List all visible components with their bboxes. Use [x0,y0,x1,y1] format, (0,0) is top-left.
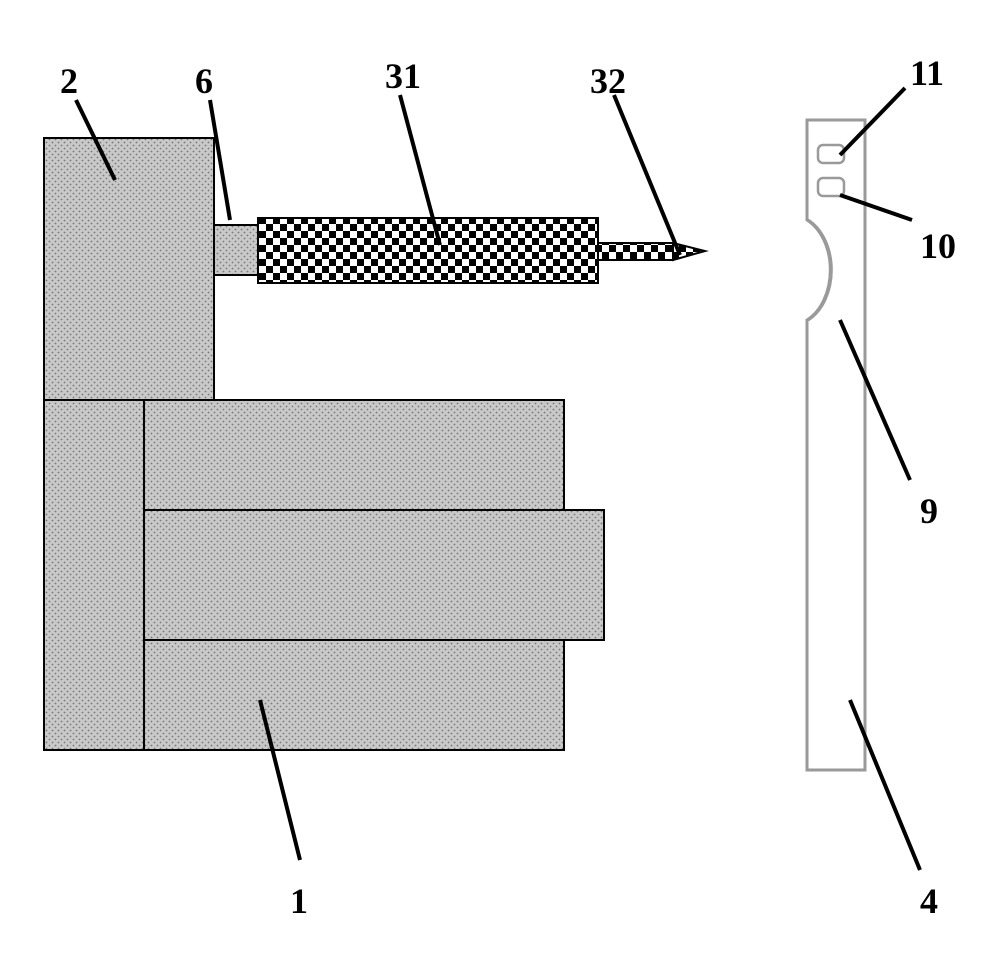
label-32: 32 [590,60,626,102]
label-11: 11 [910,52,944,94]
label-2: 2 [60,60,78,102]
label-6: 6 [195,60,213,102]
label-9: 9 [920,490,938,532]
plate-4 [807,120,865,770]
base-block-1 [44,400,604,750]
tool-body-31 [258,218,598,283]
diagram-canvas [0,0,1000,958]
label-31: 31 [385,55,421,97]
label-10: 10 [920,225,956,267]
label-1: 1 [290,880,308,922]
connector-6 [214,225,258,275]
label-4: 4 [920,880,938,922]
head-block-2 [44,138,214,400]
slot-10 [818,178,844,196]
tool-tip-32 [598,243,705,260]
